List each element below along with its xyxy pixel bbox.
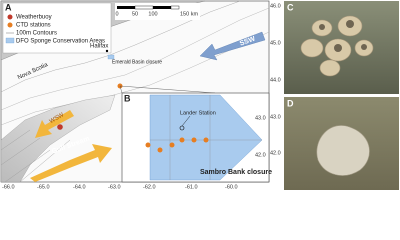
y-tick-label: 42.0 [255,152,266,158]
x-tick-label: -61.0 [185,184,198,190]
photo-c: C [284,1,399,94]
scale-label: 150 km [180,11,198,17]
inset-connector [119,85,123,94]
place-label: Emerald Basin closure [112,59,162,65]
legend-entry: Weatherbuoy [16,15,52,21]
legend-symbol [7,22,13,28]
legend-symbol [7,14,13,20]
y-tick-label: 42.0 [270,150,281,156]
leader-line [181,115,191,127]
scale-segment [134,5,154,10]
map-a: A Weatherbuoy CTD stations 100m Contours… [0,0,281,190]
city-marker [105,49,109,53]
x-tick-label: -66.0 [2,184,15,190]
emerald-closure [107,54,115,60]
ssw-arrow [199,31,266,61]
y-tick-label: 43.0 [255,115,266,121]
contour [0,129,71,183]
place-label: Halifax [90,44,108,50]
y-tick-label: 46.0 [270,3,281,9]
inset-connector [119,85,216,94]
y-tick-label: 44.0 [270,77,281,83]
scale-label: 100 [148,11,157,17]
ctd-station [203,137,209,143]
wsw-arrow [35,110,74,138]
scale-segment [170,5,180,10]
legend-entry: DFO Sponge Conservation Areas [16,39,105,45]
station-label: Lander Station [180,110,216,116]
legend-symbol [5,37,15,44]
panel-label: A [5,2,12,12]
x-tick-label: -65.0 [37,184,50,190]
gulf-stream-region [0,94,116,183]
y-tick-label: 43.0 [270,114,281,120]
y-tick-label: 45.0 [270,40,281,46]
contour [0,7,270,111]
ctd-station [157,147,163,153]
x-tick-label: -63.0 [108,184,121,190]
contour [0,31,270,126]
ctd-station [191,137,197,143]
legend-entry: CTD stations [16,23,51,29]
ctd-station [145,142,151,148]
x-tick-label: -64.0 [73,184,86,190]
ctd-station [169,142,175,148]
figure: A Weatherbuoy CTD stations 100m Contours… [0,0,399,190]
scale-segment [117,6,135,9]
scale-segment [153,6,171,9]
scale-label: 50 [132,11,138,17]
panel-label: B [124,93,131,103]
inset-title: Sambro Bank closure [200,169,272,176]
panel-label: D [287,98,294,108]
scale-label: 0 [115,11,118,17]
x-tick-label: -60.0 [225,184,238,190]
ctd-station [179,137,185,143]
weatherbuoy [57,124,63,130]
gulf-stream-arrow [30,144,112,182]
x-tick-label: -62.0 [143,184,156,190]
legend-entry: 100m Contours [16,31,57,37]
legend [2,2,112,54]
panel-label: C [287,2,294,12]
photo-d: D [284,97,399,190]
